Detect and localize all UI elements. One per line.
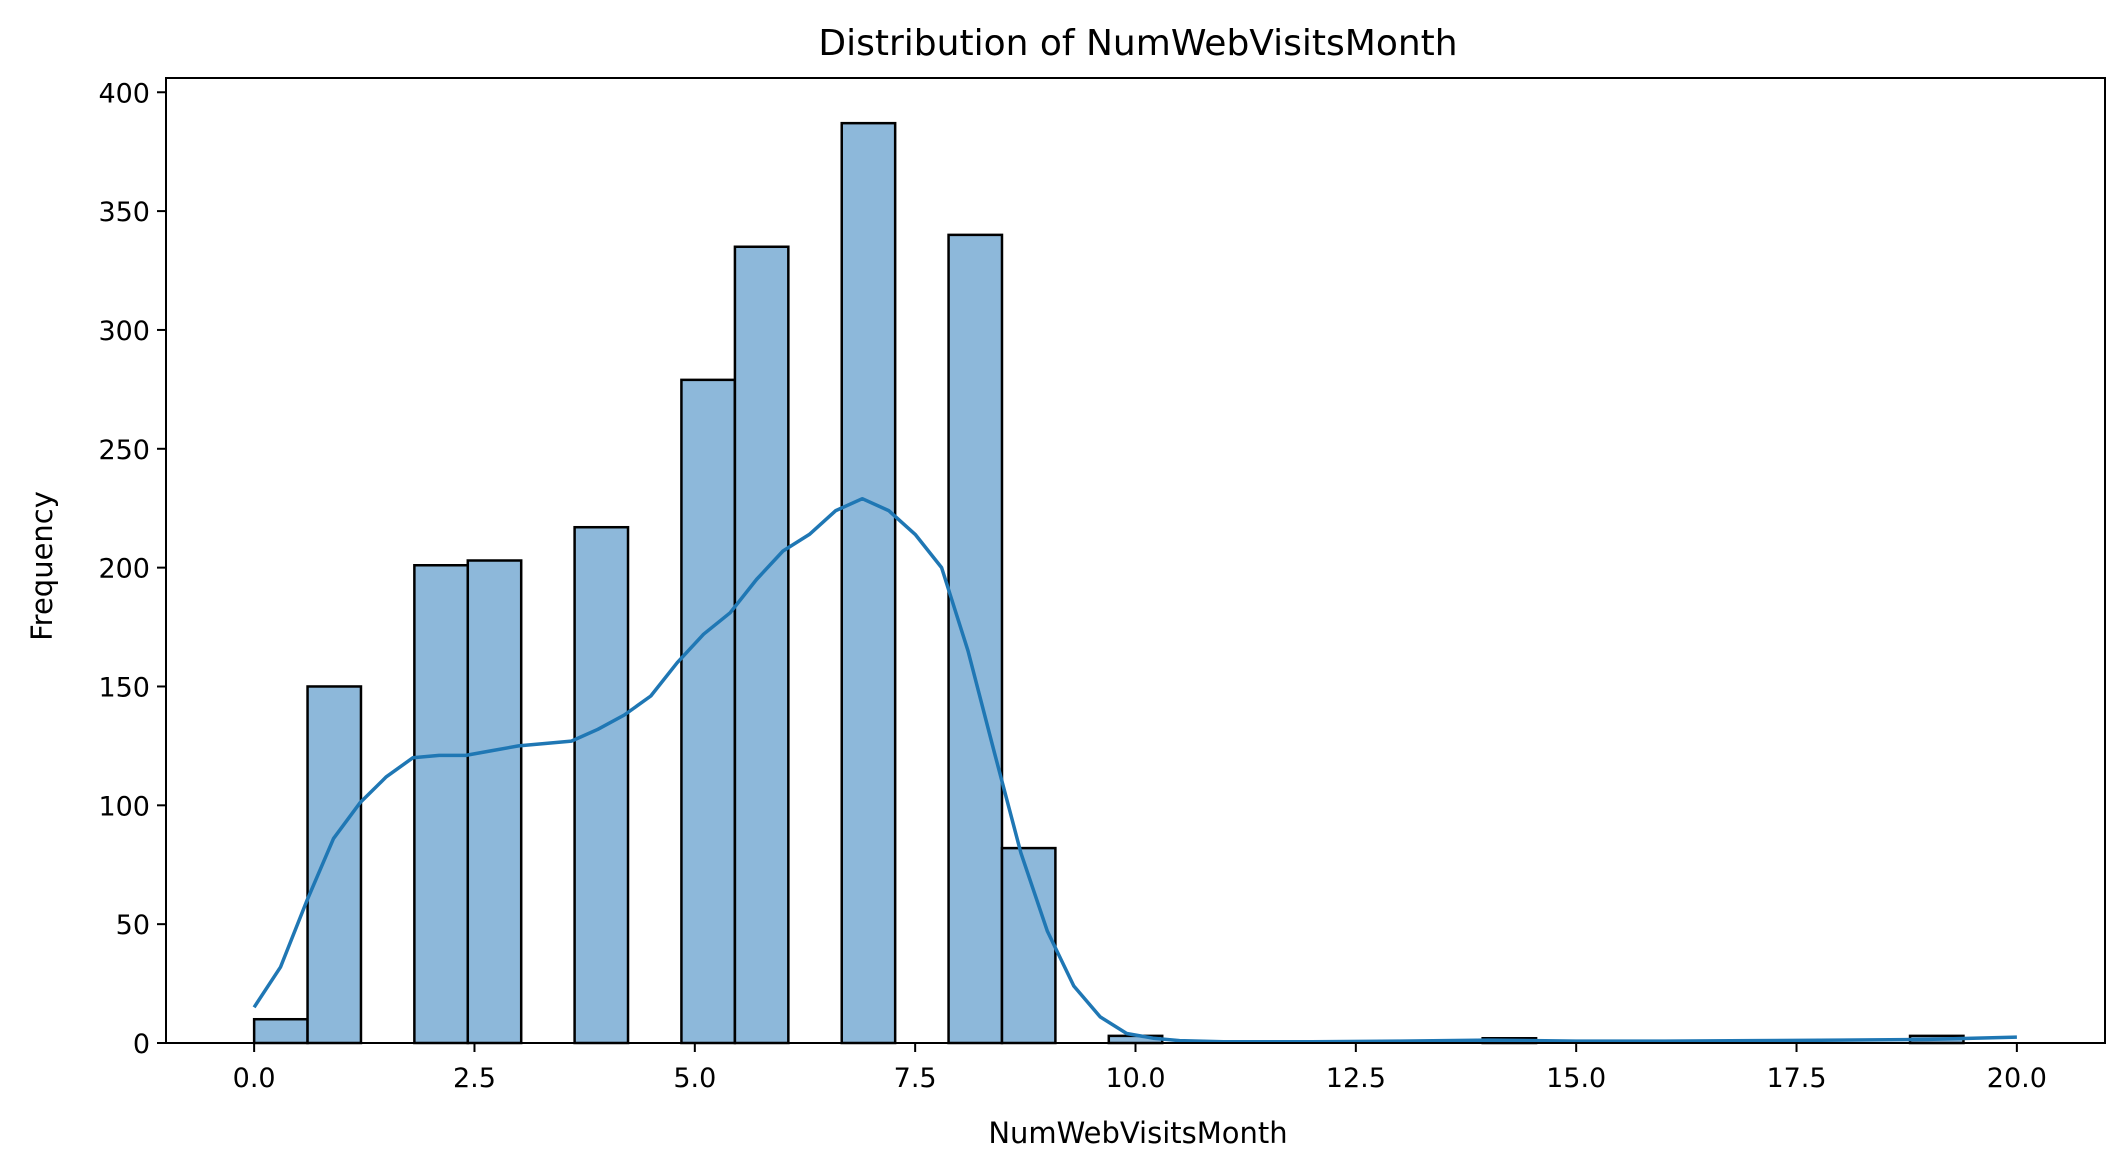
histogram-bar <box>413 564 470 1045</box>
x-tick-label: 10.0 <box>1105 1063 1165 1094</box>
histogram-bar <box>252 1017 309 1045</box>
x-axis-ticks: 0.0 2.5 5.0 7.5 10.0 12.5 15.0 17.5 20.0 <box>233 1043 2047 1094</box>
histogram-bar <box>840 121 897 1045</box>
histogram-bar <box>947 233 1004 1045</box>
chart-title: Distribution of NumWebVisitsMonth <box>818 23 1457 64</box>
y-axis-ticks: 0 50 100 150 200 250 300 350 400 <box>98 78 166 1060</box>
x-tick-label: 7.5 <box>894 1063 937 1094</box>
y-tick-label: 350 <box>98 197 150 228</box>
y-tick-label: 0 <box>133 1029 150 1060</box>
y-tick-label: 250 <box>98 435 150 466</box>
x-tick-label: 12.5 <box>1326 1063 1386 1094</box>
histogram-bars <box>252 121 1965 1045</box>
x-axis-label: NumWebVisitsMonth <box>988 1116 1287 1150</box>
x-tick-label: 2.5 <box>453 1063 496 1094</box>
histogram-bar <box>733 245 790 1045</box>
histogram-bar <box>466 559 523 1045</box>
y-tick-label: 150 <box>98 672 150 703</box>
x-tick-label: 20.0 <box>1987 1063 2047 1094</box>
histogram-bar <box>680 378 737 1045</box>
kde-curve <box>252 496 2017 1044</box>
y-tick-label: 50 <box>116 910 150 941</box>
x-tick-label: 5.0 <box>673 1063 716 1094</box>
x-tick-label: 15.0 <box>1546 1063 1606 1094</box>
y-axis-label: Frequency <box>25 491 59 641</box>
y-tick-label: 200 <box>98 554 150 585</box>
y-tick-label: 400 <box>98 78 150 109</box>
y-tick-label: 100 <box>98 791 150 822</box>
x-tick-label: 0.0 <box>233 1063 276 1094</box>
x-tick-label: 17.5 <box>1766 1063 1826 1094</box>
histogram-bar <box>306 685 363 1045</box>
histogram-bar <box>573 525 630 1045</box>
y-tick-label: 300 <box>98 316 150 347</box>
